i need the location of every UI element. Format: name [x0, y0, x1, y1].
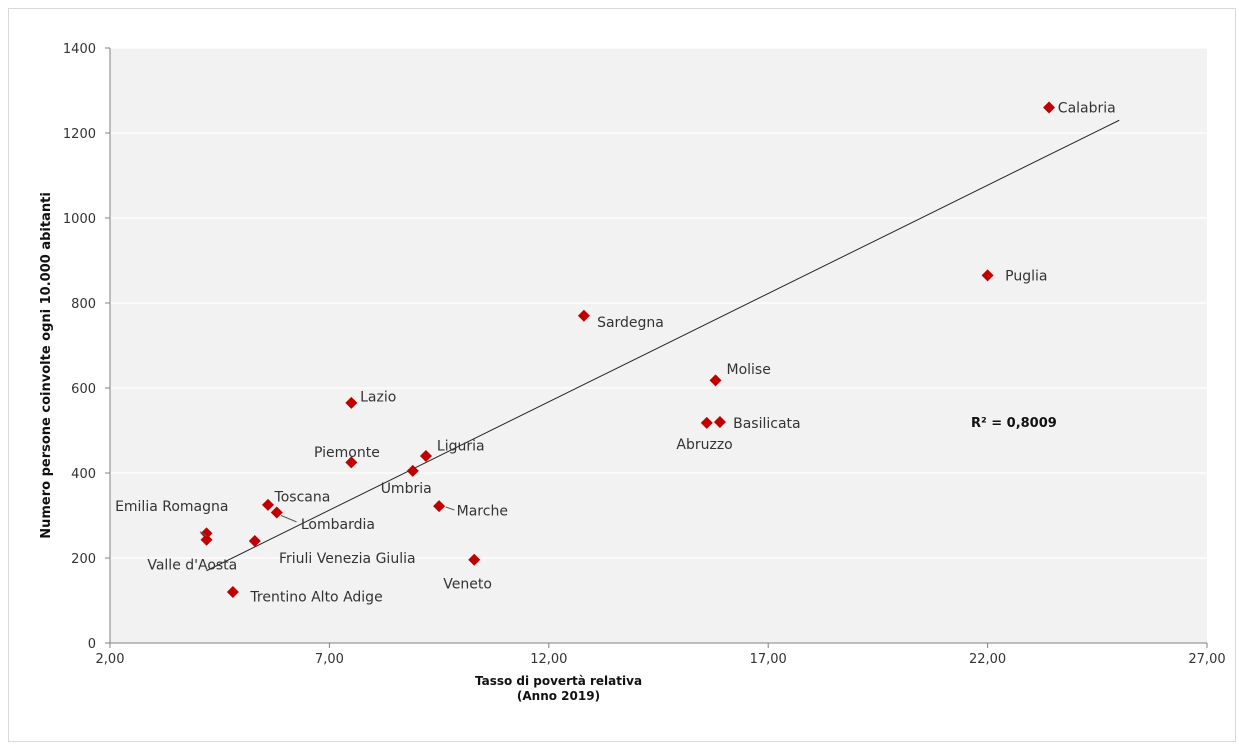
axes [105, 47, 1208, 648]
grid-lines [110, 47, 1207, 559]
point-label: Puglia [1005, 268, 1047, 284]
data-point-abruzzo [700, 416, 713, 429]
data-point-veneto [468, 553, 481, 566]
point-label: Friuli Venezia Giulia [279, 551, 416, 567]
point-label: Basilicata [733, 416, 801, 432]
point-label: Lazio [360, 390, 396, 406]
x-tick-label: 27,00 [1188, 652, 1225, 667]
y-tick-label: 200 [71, 552, 96, 567]
x-axis-title-line2: (Anno 2019) [517, 689, 600, 703]
data-point-lombardia [270, 506, 283, 519]
y-axis-title: Numero persone coinvolte ogni 10.000 abi… [39, 192, 54, 539]
data-point-emilia-romagna [200, 527, 213, 540]
point-label: Liguria [437, 438, 485, 454]
y-tick-label: 600 [71, 382, 96, 397]
data-point-trentino-alto-adige [226, 586, 239, 598]
point-label: Lombardia [301, 517, 375, 533]
y-tick-label: 1200 [63, 127, 96, 142]
trend-line [206, 119, 1120, 572]
point-labels: Calabria Puglia Sardegna Molise BasilicataAb… [115, 101, 1116, 606]
point-label: Trentino Alto Adige [249, 589, 382, 605]
y-tick-label: 800 [71, 297, 96, 312]
data-point-friuli-venezia-giulia [248, 535, 261, 547]
data-points [200, 101, 1056, 598]
x-tick-label: 12,00 [530, 652, 567, 667]
x-tick-label: 7,00 [315, 652, 344, 667]
x-axis-title-line1: Tasso di povertà relativa [475, 674, 642, 688]
y-tick-label: 400 [71, 467, 96, 482]
point-label: Marche [457, 503, 508, 519]
point-label: Sardegna [597, 315, 664, 331]
data-point-lazio [345, 396, 358, 409]
point-label: Emilia Romagna [115, 499, 228, 515]
point-label: Piemonte [314, 445, 380, 461]
point-label: Abruzzo [676, 437, 732, 453]
data-point-basilicata [713, 416, 726, 428]
data-point-molise [709, 374, 722, 387]
label-leader-line [280, 515, 297, 523]
data-point-sardegna [577, 309, 590, 322]
x-tick-label: 2,00 [96, 652, 125, 667]
point-label: Molise [727, 362, 771, 378]
x-tick-label: 17,00 [750, 652, 787, 667]
label-leader-line [199, 531, 207, 537]
point-label: Umbria [381, 481, 432, 497]
point-label: Veneto [443, 577, 492, 593]
data-point-valle-d-aosta [200, 533, 213, 546]
data-point-umbria [406, 464, 419, 477]
data-point-toscana [261, 498, 274, 511]
point-label: Valle d'Aosta [147, 557, 237, 573]
y-tick-label: 1000 [63, 212, 96, 227]
data-point-liguria [419, 450, 432, 462]
data-point-piemonte [345, 456, 358, 469]
data-point-marche [433, 500, 446, 513]
y-tick-labels: 0 200 400 600 800 1000 1200 1400 [63, 42, 96, 652]
label-leader-line [445, 506, 455, 511]
x-tick-labels: 2,00 7,00 12,00 17,00 22,00 27,00 [96, 652, 1226, 667]
point-label: Toscana [274, 489, 331, 505]
y-tick-label: 1400 [63, 42, 96, 57]
r-squared-label: R² = 0,8009 [971, 416, 1057, 431]
point-label: Calabria [1058, 101, 1116, 117]
y-tick-label: 0 [88, 637, 96, 652]
plot-area [110, 48, 1207, 643]
x-tick-label: 22,00 [969, 652, 1006, 667]
data-point-puglia [981, 269, 994, 282]
data-point-calabria [1043, 101, 1056, 114]
